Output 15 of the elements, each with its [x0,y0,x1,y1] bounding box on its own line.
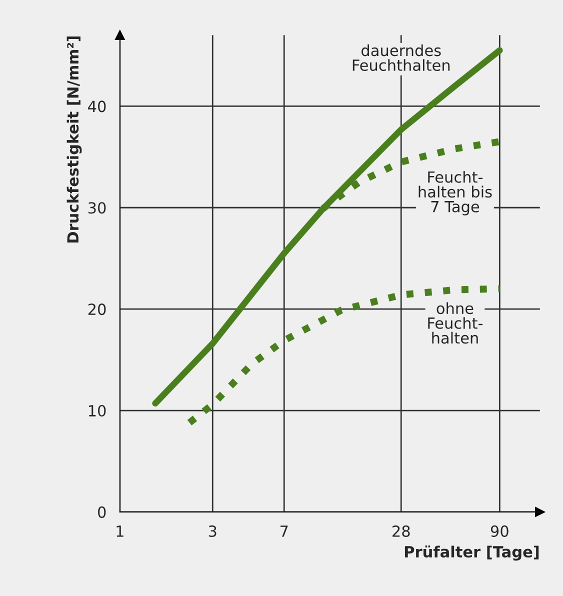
y-axis-title: Druckfestigkeit [N/mm²] [66,36,82,242]
y-tick-label: 10 [88,404,106,417]
y-tick-label: 20 [88,304,106,316]
x-tick-label: 3 [208,525,216,537]
x-tick-label: 90 [490,525,508,537]
x-axis-title: Prüfalter [Tage] [404,546,539,561]
y-tick-label: 40 [88,100,106,112]
x-tick-label: 1 [116,526,124,537]
series-label: ohne Feucht- halten [428,302,483,344]
y-tick-label: 0 [98,506,106,518]
x-tick-label: 7 [280,526,288,537]
y-tick-label: 30 [88,202,106,214]
x-tick-label: 28 [392,525,410,537]
series-label: Feucht- halten bis 7 Tage [418,171,492,216]
series-label: dauerndes Feuchthalten [352,44,450,71]
